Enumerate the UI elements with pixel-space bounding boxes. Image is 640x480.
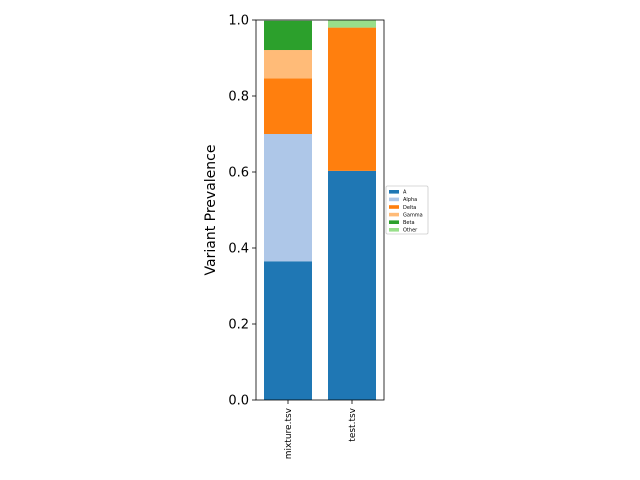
bar-gamma-1 (264, 50, 312, 79)
bar-other-2 (328, 20, 376, 28)
legend-swatch-a (389, 190, 399, 194)
bar-delta-2 (328, 27, 376, 171)
bar-alpha-1 (264, 134, 312, 262)
legend-label-other: Other (403, 228, 418, 234)
legend-swatch-gamma (389, 212, 399, 217)
legend-label-alpha: Alpha (403, 197, 417, 203)
y-tick-label: 0.6 (228, 166, 249, 181)
legend-swatch-other (389, 228, 399, 232)
bar-delta-1 (264, 78, 312, 134)
y-tick-label: 0.4 (228, 242, 249, 257)
x-axis-ticks: mixture.tsv test.tsv (284, 400, 358, 459)
legend-swatch-alpha (389, 197, 399, 202)
legend-label-beta: Beta (403, 220, 415, 226)
bar-beta-1 (264, 20, 312, 51)
legend-swatch-delta (389, 205, 399, 209)
axes-frame (255, 19, 385, 401)
legend-swatch-beta (389, 220, 399, 224)
y-tick-label: 0.0 (228, 394, 249, 409)
x-tick-label: test.tsv (348, 407, 358, 441)
legend-label-delta: Delta (403, 205, 416, 211)
y-axis-label: Variant Prevalence (203, 145, 219, 276)
y-axis-ticks: 0.0 0.2 0.4 0.6 0.8 1.0 (228, 14, 256, 409)
bar-a-1 (264, 261, 312, 400)
bars-group (264, 20, 376, 400)
bar-a-2 (328, 170, 376, 400)
legend-label-gamma: Gamma (403, 212, 423, 218)
y-tick-label: 1.0 (228, 14, 249, 29)
y-tick-label: 0.2 (228, 318, 249, 333)
x-tick-label: mixture.tsv (284, 407, 294, 459)
legend-label-a: A (403, 190, 407, 196)
y-tick-label: 0.8 (228, 90, 249, 105)
